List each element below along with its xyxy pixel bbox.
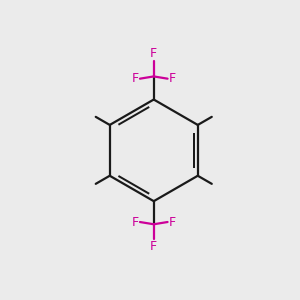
Text: F: F [169,215,176,229]
Text: F: F [169,72,176,85]
Text: F: F [150,47,157,61]
Text: F: F [132,72,139,85]
Text: F: F [150,240,157,253]
Text: F: F [132,215,139,229]
